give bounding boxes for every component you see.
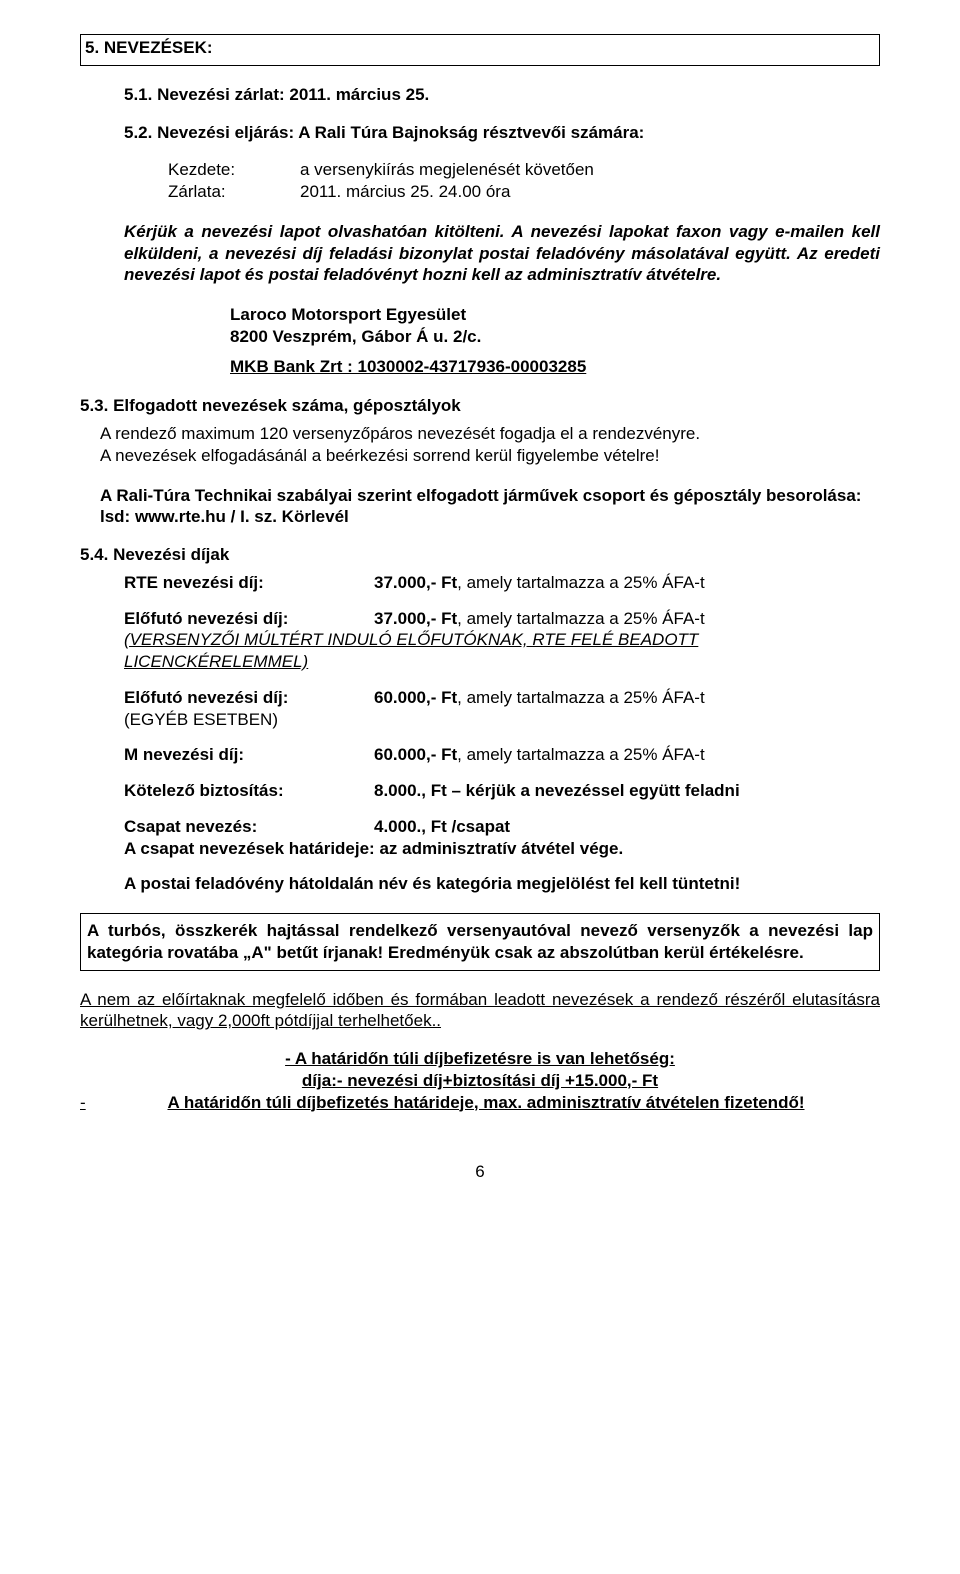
late-fee-line1: - A határidőn túli díjbefizetésre is van… — [80, 1048, 880, 1070]
section-5-title: 5. NEVEZÉSEK: — [85, 38, 213, 57]
m-fee-amount: 60.000,- Ft — [374, 745, 457, 764]
page-number: 6 — [80, 1161, 880, 1183]
elof2-fee-amount: 60.000,- Ft — [374, 688, 457, 707]
m-fee-label: M nevezési díj: — [124, 744, 374, 766]
elof2-fee-rest: , amely tartalmazza a 25% ÁFA-t — [457, 688, 705, 707]
s53-body-2: A nevezések elfogadásánál a beérkezési s… — [100, 445, 880, 467]
heading-5-2: 5.2. Nevezési eljárás: A Rali Túra Bajno… — [124, 122, 880, 144]
late-rejection: A nem az előírtaknak megfelelő időben és… — [80, 989, 880, 1033]
leading-dash: - — [80, 1092, 92, 1114]
kezdete-row: Kezdete: a versenykiírás megjelenését kö… — [168, 159, 880, 181]
heading-5-1: 5.1. Nevezési zárlat: 2011. március 25. — [124, 84, 880, 106]
heading-5-4: 5.4. Nevezési díjak — [80, 544, 880, 566]
instruction-paragraph: Kérjük a nevezési lapot olvashatóan kitö… — [124, 221, 880, 286]
rte-fee-label: RTE nevezési díj: — [124, 572, 374, 594]
insurance-value: 8.000., Ft – kérjük a nevezéssel együtt … — [374, 780, 880, 802]
org-address: 8200 Veszprém, Gábor Á u. 2/c. — [230, 326, 880, 348]
s53-body-1: A rendező maximum 120 versenyzőpáros nev… — [100, 423, 880, 445]
document-page: 5. NEVEZÉSEK: 5.1. Nevezési zárlat: 2011… — [0, 0, 960, 1223]
zarlata-label: Zárlata: — [168, 181, 300, 203]
turbo-box: A turbós, összkerék hajtással rendelkező… — [80, 913, 880, 971]
zarlata-value: 2011. március 25. 24.00 óra — [300, 181, 510, 203]
heading-5-3: 5.3. Elfogadott nevezések száma, géposzt… — [80, 395, 880, 417]
postai-note: A postai feladóvény hátoldalán név és ka… — [124, 873, 880, 895]
turbo-text: A turbós, összkerék hajtással rendelkező… — [87, 921, 873, 962]
org-name: Laroco Motorsport Egyesület — [230, 304, 880, 326]
m-fee-rest: , amely tartalmazza a 25% ÁFA-t — [457, 745, 705, 764]
late-fee-line2: díja:- nevezési díj+biztosítási díj +15.… — [80, 1070, 880, 1092]
kezdete-label: Kezdete: — [168, 159, 300, 181]
team-deadline: A csapat nevezések határideje: az admini… — [124, 838, 880, 860]
late-fee-line3: A határidőn túli díjbefizetés határideje… — [92, 1092, 880, 1114]
rte-fee-rest: , amely tartalmazza a 25% ÁFA-t — [457, 573, 705, 592]
elof1-note: (VERSENYZŐI MÚLTÉRT INDULÓ ELŐFUTÓKNAK, … — [124, 629, 880, 673]
team-fee-value: 4.000., Ft /csapat — [374, 816, 880, 838]
bank-account: MKB Bank Zrt : 1030002-43717936-00003285 — [230, 356, 880, 378]
tech-rules: A Rali-Túra Technikai szabályai szerint … — [100, 485, 880, 529]
elof1-fee-rest: , amely tartalmazza a 25% ÁFA-t — [457, 609, 705, 628]
elof2-fee-label: Előfutó nevezési díj: — [124, 687, 374, 709]
elof1-fee-label: Előfutó nevezési díj: — [124, 608, 374, 630]
rte-fee-amount: 37.000,- Ft — [374, 573, 457, 592]
elof1-fee-amount: 37.000,- Ft — [374, 609, 457, 628]
section-title-box: 5. NEVEZÉSEK: — [80, 34, 880, 66]
zarlata-row: Zárlata: 2011. március 25. 24.00 óra — [168, 181, 880, 203]
insurance-label: Kötelező biztosítás: — [124, 780, 374, 802]
kezdete-value: a versenykiírás megjelenését követően — [300, 159, 594, 181]
elof2-fee-sub: (EGYÉB ESETBEN) — [124, 709, 374, 731]
team-fee-label: Csapat nevezés: — [124, 816, 374, 838]
